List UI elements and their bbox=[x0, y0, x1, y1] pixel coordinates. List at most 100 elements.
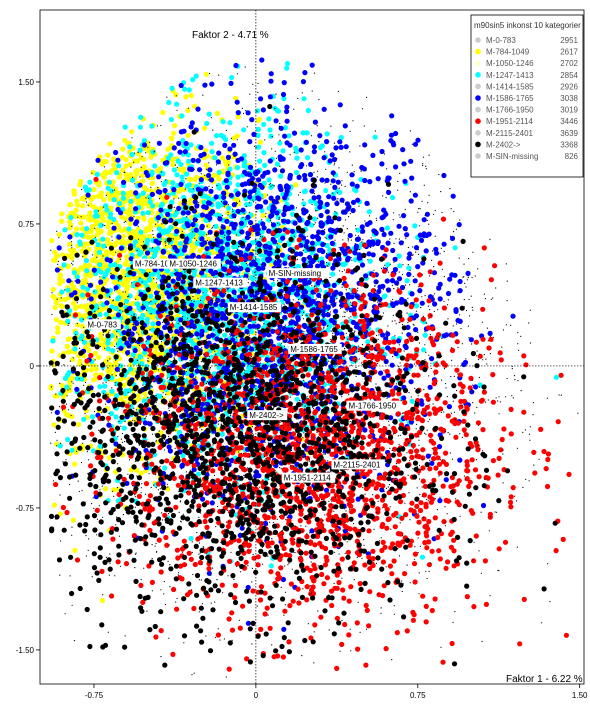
data-point bbox=[224, 184, 230, 190]
data-point bbox=[261, 225, 267, 231]
data-point bbox=[441, 172, 447, 179]
data-point bbox=[396, 253, 402, 259]
data-point bbox=[59, 382, 65, 388]
data-point bbox=[178, 129, 184, 135]
data-point bbox=[96, 182, 102, 188]
data-point bbox=[170, 278, 176, 284]
data-point bbox=[320, 221, 326, 227]
data-point bbox=[92, 218, 99, 224]
data-point bbox=[114, 170, 120, 176]
data-point bbox=[457, 457, 463, 463]
data-point bbox=[116, 288, 122, 294]
data-point bbox=[298, 147, 304, 153]
data-point bbox=[201, 125, 208, 131]
data-point bbox=[258, 139, 264, 145]
data-point bbox=[177, 167, 183, 173]
data-point bbox=[156, 233, 162, 239]
data-point bbox=[120, 195, 126, 201]
data-point bbox=[262, 162, 268, 168]
data-point bbox=[247, 139, 253, 145]
data-point bbox=[111, 225, 117, 231]
data-point bbox=[385, 331, 391, 337]
data-point bbox=[263, 199, 269, 205]
data-point bbox=[122, 137, 128, 143]
data-point bbox=[168, 217, 174, 223]
data-point bbox=[98, 190, 104, 196]
data-point bbox=[109, 341, 115, 347]
data-point bbox=[165, 211, 171, 217]
data-point bbox=[85, 234, 91, 240]
data-point bbox=[232, 151, 238, 157]
data-point bbox=[218, 248, 224, 254]
data-point bbox=[281, 626, 287, 632]
data-point bbox=[239, 525, 245, 531]
data-point bbox=[294, 396, 300, 402]
data-point bbox=[290, 286, 296, 292]
data-point bbox=[189, 244, 195, 250]
data-point bbox=[130, 370, 136, 376]
data-point bbox=[409, 398, 415, 404]
data-point bbox=[51, 422, 57, 428]
data-point bbox=[302, 70, 308, 76]
data-point bbox=[302, 172, 308, 179]
data-point bbox=[87, 282, 94, 288]
data-point bbox=[174, 101, 180, 107]
data-point bbox=[74, 226, 80, 232]
data-point bbox=[58, 303, 64, 309]
data-point bbox=[303, 139, 309, 145]
data-point bbox=[80, 203, 86, 209]
data-point bbox=[273, 260, 279, 266]
data-point bbox=[149, 191, 155, 197]
data-point bbox=[99, 161, 105, 167]
data-point bbox=[157, 189, 163, 195]
data-point bbox=[83, 258, 89, 264]
data-point bbox=[274, 107, 280, 114]
data-point bbox=[407, 251, 413, 257]
data-point bbox=[190, 77, 196, 83]
data-point bbox=[235, 114, 241, 120]
data-point bbox=[162, 465, 168, 471]
data-point bbox=[92, 213, 98, 219]
data-point bbox=[143, 170, 149, 176]
data-point bbox=[113, 149, 119, 156]
data-point bbox=[189, 247, 195, 253]
data-point bbox=[104, 300, 110, 306]
data-point bbox=[144, 250, 151, 256]
data-point bbox=[447, 276, 453, 282]
data-point bbox=[366, 209, 372, 215]
data-point bbox=[178, 317, 184, 323]
data-point bbox=[97, 229, 103, 235]
data-point bbox=[147, 359, 153, 365]
data-point bbox=[222, 159, 228, 165]
data-point bbox=[216, 176, 222, 182]
data-point bbox=[268, 213, 274, 219]
data-point bbox=[68, 202, 74, 208]
data-point bbox=[134, 171, 140, 177]
data-point bbox=[450, 193, 456, 199]
data-point bbox=[273, 199, 279, 205]
data-point bbox=[108, 411, 115, 417]
data-point bbox=[344, 201, 350, 207]
data-point bbox=[220, 119, 226, 125]
data-point bbox=[156, 226, 162, 232]
data-point bbox=[248, 220, 254, 226]
data-point bbox=[381, 294, 387, 300]
data-point bbox=[385, 262, 391, 268]
data-point bbox=[260, 212, 266, 219]
data-point bbox=[284, 65, 290, 71]
data-point bbox=[324, 139, 330, 145]
data-point bbox=[301, 207, 307, 213]
data-point bbox=[88, 228, 94, 234]
data-point bbox=[158, 207, 164, 213]
data-point bbox=[189, 373, 195, 379]
data-point bbox=[212, 155, 218, 161]
data-point bbox=[381, 231, 387, 238]
data-point bbox=[192, 217, 198, 223]
data-point bbox=[229, 74, 235, 81]
data-point bbox=[126, 226, 132, 232]
data-point bbox=[335, 179, 341, 185]
data-point bbox=[179, 386, 185, 392]
data-point bbox=[150, 321, 156, 327]
data-point bbox=[54, 253, 60, 259]
data-point bbox=[190, 252, 196, 258]
